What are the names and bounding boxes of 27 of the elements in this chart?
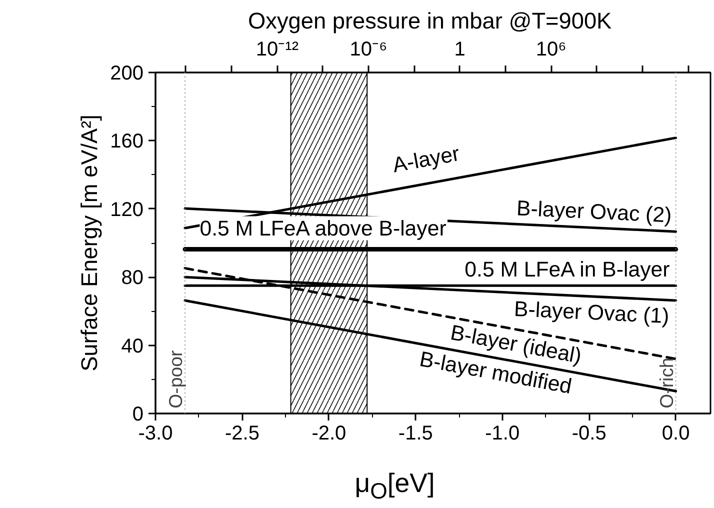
text: A-layer [390, 141, 462, 178]
x2-axis-title: Oxygen pressure in mbar @T=900K [248, 8, 612, 34]
x-tick-label: -1.0 [485, 422, 520, 444]
x-tick-label: -2.5 [224, 422, 260, 444]
y-tick-label: 120 [110, 198, 144, 221]
series-label: 0.5 M LFeA in B-layer [464, 258, 670, 282]
x2-tick-label: 10⁻⁶ [350, 38, 388, 60]
y-tick-label: 40 [121, 335, 144, 358]
series-label: 0.5 M LFeA above B-layer [200, 216, 446, 240]
x-tick-label: -0.5 [572, 422, 606, 444]
x-tick-label: -1.5 [398, 422, 433, 444]
ref-line-label: O-rich [656, 358, 677, 408]
series-label: B-layer Ovac (2) [516, 196, 672, 228]
x2-tick-label: 10⁶ [536, 38, 566, 60]
ref-line-label: O-poor [164, 350, 186, 408]
y-tick-label: 80 [121, 267, 144, 290]
series-label: B-layer Ovac (1) [514, 296, 670, 328]
y-tick-label: 200 [110, 62, 144, 84]
x-tick-label: 0.0 [662, 422, 690, 444]
x-axis-title: μ$_{O}$[eV] [354, 468, 435, 504]
x2-tick-label: 10⁻¹² [256, 38, 299, 60]
y-tick-label: 0 [132, 404, 144, 426]
x2-tick-label: 1 [454, 38, 466, 60]
x-tick-label: -3.0 [138, 422, 173, 444]
y-axis-title: Surface Energy [m eV/A²] [76, 114, 102, 372]
x-tick-label: -2.0 [312, 422, 346, 444]
y-tick-label: 160 [110, 130, 144, 153]
